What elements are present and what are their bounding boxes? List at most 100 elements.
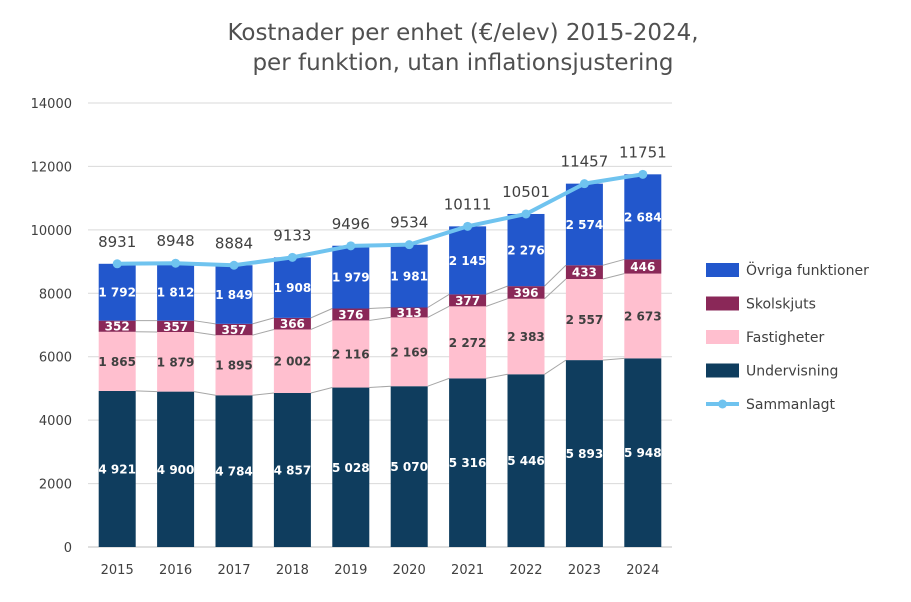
series-connector bbox=[486, 373, 508, 379]
legend-label: Undervisning bbox=[746, 364, 838, 380]
bar-segment bbox=[215, 265, 253, 324]
series-connector bbox=[310, 319, 333, 330]
bar-segment bbox=[273, 317, 311, 330]
data-label: 377 bbox=[455, 294, 480, 308]
bar-segment bbox=[390, 244, 428, 308]
total-point bbox=[346, 241, 356, 251]
bar-segment bbox=[332, 245, 370, 309]
bar-segment bbox=[507, 213, 545, 287]
legend-label: Skolskjuts bbox=[746, 297, 816, 313]
series-connector bbox=[427, 377, 450, 387]
data-label: 2 276 bbox=[507, 244, 545, 258]
data-label: 1 792 bbox=[98, 286, 136, 300]
bar-segment bbox=[449, 294, 487, 307]
total-point bbox=[229, 260, 239, 270]
bar-segment bbox=[507, 374, 545, 547]
y-tick-label: 8000 bbox=[39, 287, 72, 302]
data-label: 1 865 bbox=[98, 355, 136, 369]
total-label: 10111 bbox=[444, 195, 492, 213]
x-tick-label: 2024 bbox=[626, 563, 659, 578]
data-label: 366 bbox=[280, 317, 305, 331]
y-tick-label: 10000 bbox=[31, 224, 72, 239]
series-connector bbox=[135, 390, 158, 393]
bar-segment bbox=[507, 298, 545, 375]
data-label: 2 383 bbox=[507, 330, 545, 344]
bar-segment bbox=[332, 387, 370, 547]
x-tick-label: 2016 bbox=[159, 563, 192, 578]
series-connector bbox=[544, 278, 567, 300]
data-label: 352 bbox=[105, 320, 130, 334]
chart-title-line-2: per funktion, utan inflationsjustering bbox=[252, 50, 673, 76]
series-connector bbox=[252, 317, 275, 325]
series-connector bbox=[310, 308, 333, 319]
bar-segment bbox=[98, 390, 136, 547]
total-point bbox=[112, 259, 122, 269]
bar-segment bbox=[157, 320, 195, 333]
bar-segment bbox=[273, 329, 311, 393]
x-tick-label: 2022 bbox=[509, 563, 542, 578]
total-label: 10501 bbox=[502, 183, 550, 201]
data-label: 4 921 bbox=[98, 462, 136, 476]
data-label: 1 908 bbox=[274, 281, 312, 295]
bar-segment bbox=[98, 331, 136, 391]
y-tick-label: 12000 bbox=[31, 160, 72, 175]
y-tick-label: 6000 bbox=[39, 351, 72, 366]
bar-segment bbox=[449, 306, 487, 379]
data-label: 4 784 bbox=[215, 465, 253, 479]
data-label: 5 948 bbox=[624, 446, 662, 460]
bar-segment bbox=[390, 307, 428, 318]
bar-segment bbox=[98, 263, 136, 321]
data-label: 5 446 bbox=[507, 454, 545, 468]
bar-segment bbox=[215, 395, 253, 547]
data-label: 1 981 bbox=[390, 270, 428, 284]
bar-segment bbox=[273, 392, 311, 547]
series-connector bbox=[252, 392, 274, 396]
data-label: 2 574 bbox=[566, 218, 604, 232]
series-connector bbox=[602, 357, 625, 361]
data-label: 5 070 bbox=[390, 460, 428, 474]
series-connector bbox=[252, 328, 275, 336]
legend-label: Sammanlagt bbox=[746, 397, 836, 413]
x-tick-label: 2017 bbox=[217, 563, 250, 578]
bar-segment bbox=[624, 273, 662, 359]
total-label: 11457 bbox=[561, 153, 609, 171]
series-connector bbox=[602, 273, 625, 280]
series-connector bbox=[194, 320, 216, 325]
total-line bbox=[117, 172, 644, 268]
data-label: 2 116 bbox=[332, 347, 370, 361]
series-connector bbox=[602, 258, 625, 266]
bar-segment bbox=[449, 378, 487, 547]
x-tick-label: 2018 bbox=[276, 563, 309, 578]
bar-segment bbox=[332, 308, 370, 321]
data-label: 2 002 bbox=[274, 355, 312, 369]
total-label: 9133 bbox=[273, 226, 311, 244]
y-tick-label: 4000 bbox=[39, 414, 72, 429]
data-label: 2 272 bbox=[449, 336, 487, 350]
series-connector bbox=[427, 305, 450, 318]
bar-segment bbox=[157, 391, 195, 547]
total-label: 9534 bbox=[390, 214, 428, 232]
bar-segment bbox=[157, 332, 195, 392]
total-label: 9496 bbox=[332, 215, 370, 233]
total-point bbox=[638, 169, 648, 179]
total-label: 8931 bbox=[98, 233, 136, 251]
bar-segment bbox=[390, 317, 428, 387]
series-connector bbox=[544, 264, 567, 287]
data-label: 433 bbox=[572, 266, 597, 280]
total-point bbox=[579, 179, 589, 189]
bar-segment bbox=[565, 360, 603, 547]
series-connector bbox=[427, 293, 450, 308]
x-tick-label: 2015 bbox=[101, 563, 134, 578]
bar-segment bbox=[565, 279, 603, 361]
total-label: 8948 bbox=[157, 232, 195, 250]
legend-line-marker bbox=[718, 399, 727, 409]
data-label: 357 bbox=[163, 320, 188, 334]
bar-segment bbox=[273, 257, 311, 318]
data-label: 446 bbox=[630, 260, 655, 274]
y-tick-label: 14000 bbox=[31, 97, 72, 112]
data-label: 2 557 bbox=[566, 313, 604, 327]
bar-segment bbox=[624, 259, 662, 274]
data-label: 396 bbox=[513, 286, 538, 300]
bar-segment bbox=[565, 183, 603, 266]
series-connector bbox=[369, 306, 391, 310]
